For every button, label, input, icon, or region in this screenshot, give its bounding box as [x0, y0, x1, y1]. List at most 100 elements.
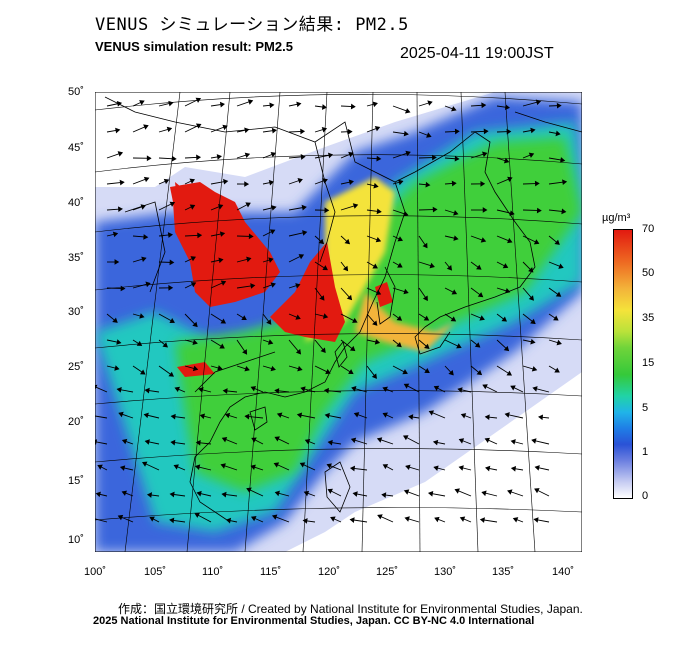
colorbar-tick-0: 0 — [642, 490, 649, 502]
wind-arrowhead — [225, 517, 232, 524]
wind-arrowhead — [244, 413, 250, 420]
wind-arrowhead — [481, 490, 487, 497]
wind-arrowhead — [561, 208, 567, 215]
wind-arrowhead — [457, 387, 463, 393]
wind-arrowhead — [408, 414, 414, 420]
wind-arrowhead — [276, 412, 283, 418]
wind-arrowhead — [556, 102, 562, 109]
wind-arrowhead — [95, 491, 101, 498]
wind-arrowhead — [556, 339, 562, 346]
wind-arrowhead — [382, 464, 389, 470]
wind-arrowhead — [352, 203, 359, 209]
wind-arrowhead — [376, 208, 382, 215]
wind-arrowhead — [302, 230, 308, 236]
wind-arrowhead — [217, 204, 224, 210]
wind-arrowhead — [303, 490, 310, 497]
wind-arrowhead — [483, 128, 489, 135]
wind-arrowhead — [143, 124, 149, 130]
wind-arrowhead — [505, 287, 511, 294]
wind-arrowhead — [506, 370, 513, 376]
wind-arrowhead — [503, 345, 510, 352]
wind-arrowhead — [246, 256, 252, 263]
lat-label-35: 35˚ — [68, 252, 84, 264]
wind-arrowhead — [146, 155, 152, 162]
wind-arrowhead — [428, 491, 434, 497]
wind-arrowhead — [300, 154, 306, 160]
wind-arrowhead — [247, 99, 254, 105]
colorbar-tick-35: 35 — [642, 312, 655, 324]
wind-arrowhead — [555, 130, 561, 137]
lat-label-10: 10˚ — [68, 534, 84, 546]
wind-arrowhead — [321, 126, 328, 133]
wind-arrowhead — [192, 365, 199, 372]
wind-arrowhead — [170, 439, 176, 446]
wind-arrowhead — [502, 263, 509, 269]
wind-arrowhead — [375, 289, 382, 296]
wind-arrowhead — [404, 108, 411, 114]
wind-arrowhead — [295, 314, 301, 320]
wind-arrowhead — [372, 320, 378, 326]
wind-arrowhead — [403, 211, 409, 217]
wind-arrow — [95, 518, 108, 523]
wind-arrowhead — [535, 99, 542, 106]
wind-arrowhead — [245, 202, 251, 208]
wind-arrowhead — [454, 488, 460, 494]
wind-arrowhead — [325, 368, 331, 375]
wind-arrowhead — [426, 132, 432, 138]
wind-arrowhead — [432, 154, 437, 161]
wind-arrowhead — [140, 204, 146, 210]
wind-arrowhead — [456, 343, 462, 349]
wind-arrowhead — [271, 127, 277, 134]
wind-arrowhead — [242, 349, 248, 355]
wind-arrowhead — [454, 155, 460, 162]
wind-arrowhead — [324, 207, 330, 214]
wind-arrowhead — [220, 463, 226, 469]
wind-arrowhead — [192, 321, 198, 328]
wind-arrowhead — [510, 465, 517, 472]
lat-label-45: 45˚ — [68, 142, 84, 154]
wind-arrowhead — [398, 179, 404, 186]
wind-arrowhead — [169, 491, 175, 498]
wind-arrowhead — [297, 177, 303, 184]
credit-line-1: 作成：国立環境研究所 / Created by National Institu… — [118, 602, 583, 616]
wind-arrowhead — [269, 102, 275, 109]
wind-arrowhead — [219, 231, 226, 237]
wind-arrowhead — [432, 439, 439, 446]
wind-arrowhead — [504, 104, 510, 111]
wind-arrowhead — [250, 283, 256, 289]
wind-arrowhead — [429, 262, 435, 269]
wind-arrowhead — [250, 464, 256, 470]
wind-arrowhead — [117, 206, 123, 213]
colorbar-tick-70: 70 — [642, 223, 655, 235]
wind-arrowhead — [199, 413, 206, 420]
wind-arrowhead — [162, 342, 168, 348]
wind-arrowhead — [405, 464, 411, 470]
wind-arrowhead — [560, 157, 566, 163]
wind-arrowhead — [422, 295, 428, 302]
wind-arrowhead — [501, 316, 507, 322]
wind-arrowhead — [534, 465, 540, 471]
wind-arrowhead — [382, 386, 388, 392]
wind-arrowhead — [404, 516, 410, 522]
wind-arrowhead — [320, 347, 326, 353]
wind-arrowhead — [377, 514, 383, 520]
wind-arrowhead — [374, 126, 381, 132]
wind-arrowhead — [244, 127, 250, 134]
wind-arrowhead — [376, 437, 383, 443]
wind-arrowhead — [451, 180, 457, 187]
wind-arrow — [95, 415, 108, 419]
wind-arrowhead — [372, 263, 378, 269]
wind-arrowhead — [553, 315, 559, 321]
wind-arrowhead — [115, 127, 121, 134]
wind-arrowhead — [219, 343, 225, 349]
wind-arrowhead — [450, 316, 457, 322]
wind-arrowhead — [169, 517, 175, 524]
wind-arrowhead — [224, 412, 231, 419]
wind-arrowhead — [216, 154, 222, 160]
coastlines — [104, 96, 582, 523]
wind-arrowhead — [251, 437, 257, 443]
wind-arrowhead — [119, 465, 126, 471]
wind-arrowhead — [434, 516, 440, 523]
wind-arrowhead — [139, 369, 146, 375]
wind-arrowhead — [481, 102, 487, 109]
